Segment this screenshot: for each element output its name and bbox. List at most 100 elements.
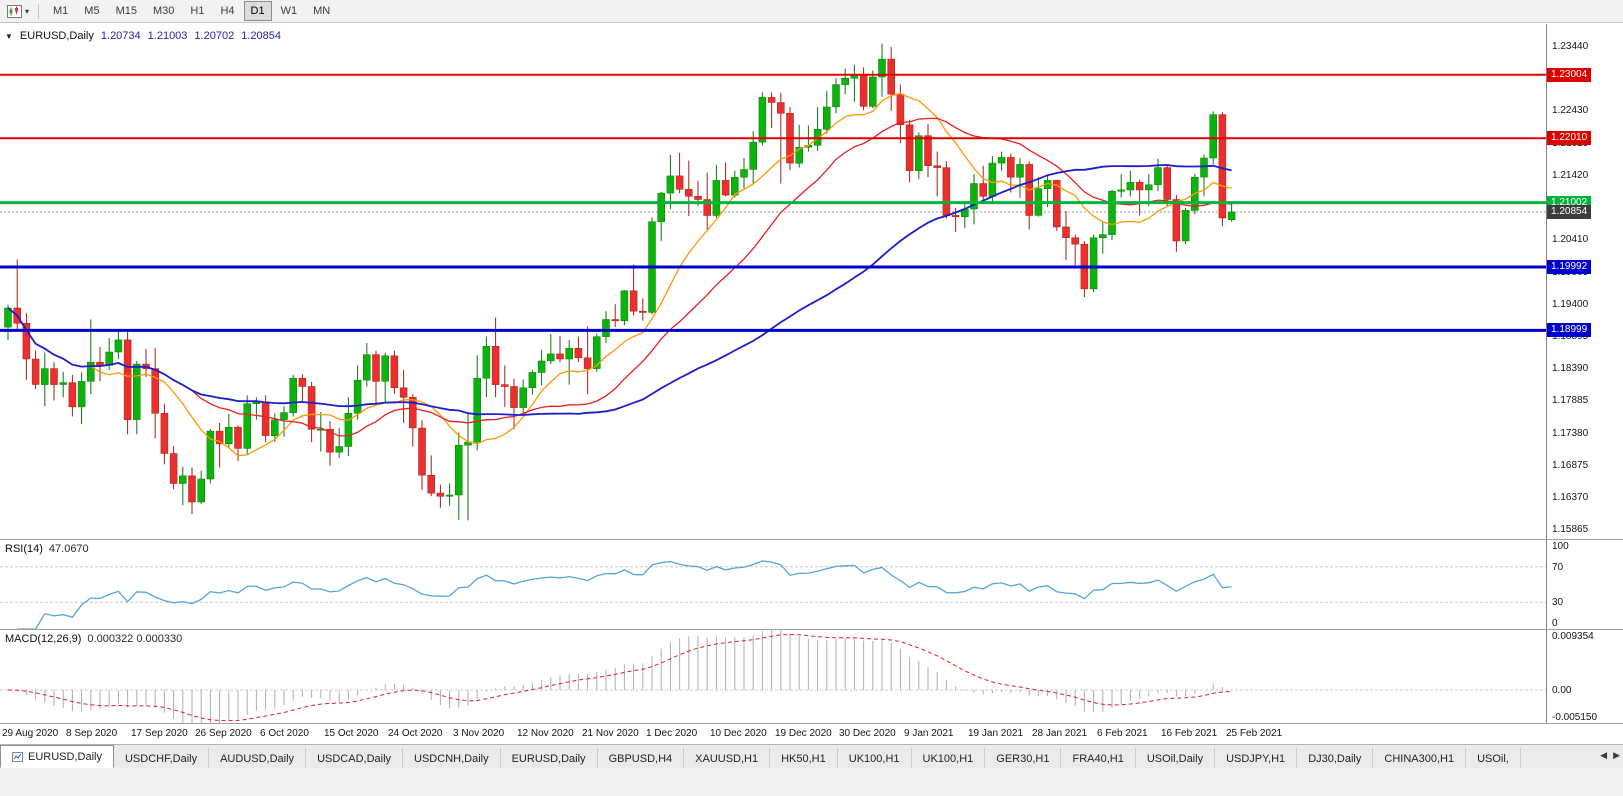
date-label: 30 Dec 2020 — [839, 728, 896, 739]
price-axis-label: 1.17380 — [1552, 428, 1589, 439]
tab-label: GBPUSD,H4 — [608, 752, 673, 765]
tab-label: UK100,H1 — [848, 752, 900, 765]
date-label: 6 Oct 2020 — [260, 728, 309, 739]
tab-label: USDCHF,Daily — [124, 752, 198, 765]
moving-average-line — [7, 92, 1232, 457]
chart-tab-ger30-h1[interactable]: GER30,H1 — [985, 747, 1062, 768]
ohlc-close: 1.20854 — [241, 30, 281, 42]
chart-tab-fra40-h1[interactable]: FRA40,H1 — [1061, 747, 1136, 768]
chart-symbol: EURUSD,Daily — [19, 30, 94, 42]
chart-tab-gbpusd-h4[interactable]: GBPUSD,H4 — [598, 747, 685, 768]
tab-chart-icon — [12, 751, 23, 762]
chart-tab-usoil-daily[interactable]: USOil,Daily — [1136, 747, 1216, 768]
price-axis-label: 1.23440 — [1552, 41, 1589, 52]
date-label: 10 Dec 2020 — [710, 728, 767, 739]
tab-label: USDCNH,Daily — [414, 752, 489, 765]
tab-scroll-left-icon[interactable]: ◀ — [1600, 750, 1607, 760]
ohlc-open: 1.20734 — [100, 30, 141, 42]
date-label: 25 Feb 2021 — [1226, 728, 1283, 739]
timeframe-button-h1[interactable]: H1 — [190, 5, 205, 17]
macd-chart[interactable] — [0, 630, 1546, 723]
price-chart[interactable] — [0, 24, 1546, 539]
price-line-badge: 1.23004 — [1547, 68, 1592, 82]
date-label: 3 Nov 2020 — [453, 728, 505, 739]
date-label: 19 Jan 2021 — [968, 728, 1024, 739]
chart-tab-usdchf-daily[interactable]: USDCHF,Daily — [114, 747, 210, 768]
rsi-axis-label: 70 — [1552, 562, 1564, 573]
timeframe-buttons: M1 M5 M15 M30 H1 H4 D1 W1 MN — [45, 1, 338, 21]
chart-tab-hk50-h1[interactable]: HK50,H1 — [770, 747, 838, 768]
chart-tab-usdjpy-h1[interactable]: USDJPY,H1 — [1215, 747, 1298, 768]
date-label: 9 Jan 2021 — [904, 728, 954, 739]
symbol-caret-icon: ▼ — [5, 31, 13, 41]
panel-divider[interactable] — [0, 539, 1623, 540]
new-chart-button[interactable]: ▾ — [4, 3, 32, 20]
macd-signal-line — [7, 633, 1232, 722]
timeframe-button-w1[interactable]: W1 — [280, 5, 298, 17]
tab-label: USDCAD,Daily — [317, 752, 392, 765]
panel-divider — [0, 723, 1623, 724]
date-label: 29 Aug 2020 — [2, 728, 59, 739]
chart-tab-uk100-h1[interactable]: UK100,H1 — [912, 747, 986, 768]
date-label: 19 Dec 2020 — [775, 728, 832, 739]
chart-tab-dj30-daily[interactable]: DJ30,Daily — [1297, 747, 1374, 768]
macd-axis-label: 0.00 — [1552, 685, 1572, 696]
chart-tab-eurusd-daily[interactable]: EURUSD,Daily — [0, 745, 114, 768]
tab-label: XAUUSD,H1 — [695, 752, 759, 765]
date-label: 8 Sep 2020 — [66, 728, 118, 739]
chart-tab-usdcnh-daily[interactable]: USDCNH,Daily — [403, 747, 501, 768]
timeframe-button-m15[interactable]: M15 — [115, 5, 137, 17]
macd-name: MACD(12,26,9) — [5, 633, 82, 645]
price-axis-label: 1.16875 — [1552, 460, 1589, 471]
rsi-value: 47.0670 — [48, 543, 89, 555]
date-label: 28 Jan 2021 — [1032, 728, 1088, 739]
panel-divider[interactable] — [0, 629, 1623, 630]
window-bottom-strip — [0, 768, 1623, 796]
tab-label: EURUSD,Daily — [28, 750, 102, 763]
timeframe-button-m1[interactable]: M1 — [53, 5, 69, 17]
chart-tab-xauusd-h1[interactable]: XAUUSD,H1 — [684, 747, 771, 768]
macd-axis-label: -0.005150 — [1552, 712, 1598, 723]
ohlc-low: 1.20702 — [194, 30, 235, 42]
tab-scroll-right-icon[interactable]: ▶ — [1613, 750, 1620, 760]
chart-tab-usdcad-daily[interactable]: USDCAD,Daily — [306, 747, 404, 768]
date-label: 26 Sep 2020 — [195, 728, 252, 739]
chart-tab-china300-h1[interactable]: CHINA300,H1 — [1373, 747, 1467, 768]
tab-label: USOil,Daily — [1146, 752, 1204, 765]
price-axis-label: 1.21420 — [1552, 170, 1589, 181]
new-chart-icon — [7, 4, 22, 18]
toolbar: ▾ M1 M5 M15 M30 H1 H4 D1 W1 MN — [0, 0, 1623, 23]
timeframe-button-mn[interactable]: MN — [313, 5, 331, 17]
date-label: 17 Sep 2020 — [131, 728, 188, 739]
ohlc-high: 1.21003 — [147, 30, 188, 42]
tab-label: USDJPY,H1 — [1226, 752, 1286, 765]
price-axis-label: 1.19400 — [1552, 299, 1589, 310]
tab-label: DJ30,Daily — [1308, 752, 1362, 765]
price-axis-label: 1.16370 — [1552, 492, 1589, 503]
price-line-badge: 1.18999 — [1547, 323, 1592, 337]
timeframe-button-m5[interactable]: M5 — [84, 5, 100, 17]
chart-tab-usoil[interactable]: USOil, — [1466, 747, 1521, 768]
rsi-name: RSI(14) — [5, 543, 43, 555]
tab-label: FRA40,H1 — [1072, 752, 1124, 765]
rsi-chart[interactable] — [0, 540, 1546, 629]
chart-tab-audusd-daily[interactable]: AUDUSD,Daily — [209, 747, 307, 768]
macd-axis-label: 0.009354 — [1552, 631, 1594, 642]
price-line-badge: 1.22010 — [1547, 131, 1592, 145]
tab-label: EURUSD,Daily — [511, 752, 586, 765]
chart-tab-uk100-h1[interactable]: UK100,H1 — [838, 747, 912, 768]
timeframe-button-m30[interactable]: M30 — [152, 5, 175, 17]
price-axis-label: 1.17885 — [1552, 395, 1589, 406]
tab-label: USOil, — [1477, 752, 1509, 765]
timeframe-button-d1[interactable]: D1 — [243, 1, 272, 21]
timeframe-button-h4[interactable]: H4 — [220, 5, 235, 17]
date-label: 6 Feb 2021 — [1097, 728, 1148, 739]
tab-label: GER30,H1 — [996, 752, 1050, 765]
date-label: 24 Oct 2020 — [388, 728, 443, 739]
chart-header: ▼ EURUSD,Daily 1.20734 1.21003 1.20702 1… — [5, 30, 281, 42]
price-line-badge: 1.19992 — [1547, 260, 1592, 274]
price-axis-label: 1.18390 — [1552, 363, 1589, 374]
chart-tab-eurusd-daily[interactable]: EURUSD,Daily — [501, 747, 598, 768]
tab-label: UK100,H1 — [922, 752, 974, 765]
